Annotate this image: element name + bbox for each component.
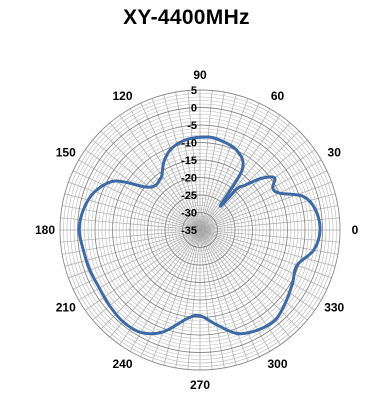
radial-tick-label: -25: [181, 190, 197, 202]
radial-gridline: [178, 208, 222, 252]
angle-tick-label: 150: [56, 146, 76, 160]
radial-gridline: [63, 93, 337, 367]
radial-gridline: [164, 194, 236, 266]
radial-gridline: [154, 184, 246, 276]
radial-gridline: [171, 201, 229, 259]
angle-tick-label: 120: [112, 89, 132, 103]
radial-gridline: [147, 177, 253, 283]
radial-gridline: [196, 226, 204, 234]
radial-gridline: [126, 156, 274, 304]
radial-gridline: [115, 145, 285, 315]
angle-tick-label: 210: [56, 301, 76, 315]
radial-gridline: [112, 142, 288, 318]
radial-gridline: [182, 212, 218, 248]
angle-tick-label: 300: [267, 357, 287, 371]
radial-gridline: [157, 187, 243, 273]
radial-gridline: [133, 163, 267, 297]
radial-tick-label: 5: [191, 85, 197, 97]
radial-gridline: [91, 121, 309, 339]
radial-gridline: [168, 198, 232, 262]
radial-tick-label: 0: [191, 103, 197, 115]
radial-gridline: [98, 128, 302, 332]
radial-gridline: [136, 166, 264, 294]
angle-tick-label: 270: [190, 378, 210, 392]
angle-tick-label: 0: [352, 223, 359, 237]
angle-tick-label: 90: [193, 68, 207, 82]
radial-gridline: [189, 219, 211, 241]
radial-gridline: [84, 114, 316, 346]
angle-tick-label: 240: [112, 357, 132, 371]
radial-gridline: [161, 191, 239, 269]
radial-gridlines: [59, 89, 341, 371]
radial-gridline: [77, 107, 323, 353]
radial-gridline: [192, 222, 208, 238]
angle-tick-label: 330: [324, 301, 344, 315]
radial-gridline: [175, 205, 225, 255]
radial-gridline: [87, 117, 313, 343]
radial-tick-label: -15: [181, 155, 197, 167]
radial-gridline: [94, 124, 306, 336]
radial-gridline: [119, 149, 281, 311]
angle-tick-label: 30: [328, 146, 342, 160]
radial-gridline: [185, 215, 215, 245]
radial-tick-label: -35: [181, 225, 197, 237]
series-layer: [77, 135, 322, 336]
radial-gridline: [150, 180, 250, 280]
radial-gridline: [73, 103, 327, 357]
radial-gridline: [140, 170, 260, 290]
series-line: [77, 135, 322, 336]
radial-tick-label: -5: [187, 120, 197, 132]
angle-tick-labels: 0 30 60 90 120 150 180 210 240 270 300 330: [35, 68, 359, 392]
radial-gridline: [70, 100, 330, 360]
radial-gridline: [143, 173, 257, 287]
radial-gridline: [59, 89, 341, 371]
radial-gridline: [108, 138, 292, 322]
angle-tick-label: 60: [271, 89, 285, 103]
angle-tick-label: 180: [35, 223, 55, 237]
radial-gridline: [101, 131, 299, 329]
chart-title: XY-4400MHz: [123, 6, 250, 29]
radial-gridline: [66, 96, 334, 364]
radial-tick-label: -20: [181, 173, 197, 185]
radial-tick-labels: 50-5-10-15-20-25-30-35: [181, 85, 197, 237]
radial-gridline: [129, 159, 271, 301]
radial-gridline: [105, 135, 295, 325]
radial-gridline: [122, 152, 278, 308]
radial-tick-label: -30: [181, 208, 197, 220]
